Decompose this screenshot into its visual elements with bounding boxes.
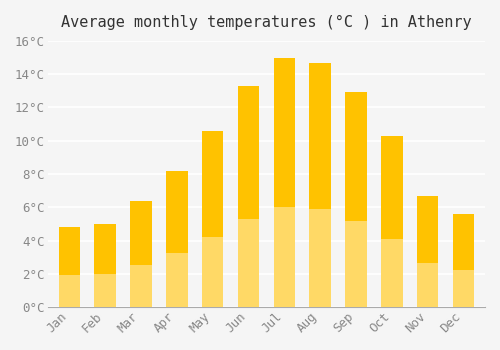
Bar (274, 57, 295, 307)
Bar (452, 270, 474, 307)
Title: Average monthly temperatures (°C ) in Athenry: Average monthly temperatures (°C ) in At… (61, 15, 472, 30)
Bar (345, 92, 366, 307)
Bar (345, 221, 366, 307)
Bar (130, 265, 152, 307)
Bar (417, 196, 438, 307)
Bar (238, 219, 259, 307)
Bar (274, 207, 295, 307)
Bar (452, 214, 474, 307)
Bar (202, 131, 224, 307)
Bar (310, 63, 331, 307)
Bar (58, 275, 80, 307)
Bar (381, 239, 402, 307)
Bar (94, 224, 116, 307)
Bar (417, 262, 438, 307)
Bar (202, 237, 224, 307)
Bar (58, 227, 80, 307)
Bar (166, 171, 188, 307)
Bar (238, 86, 259, 307)
Bar (381, 136, 402, 307)
Bar (310, 209, 331, 307)
Bar (166, 253, 188, 307)
Bar (94, 274, 116, 307)
Bar (130, 201, 152, 307)
